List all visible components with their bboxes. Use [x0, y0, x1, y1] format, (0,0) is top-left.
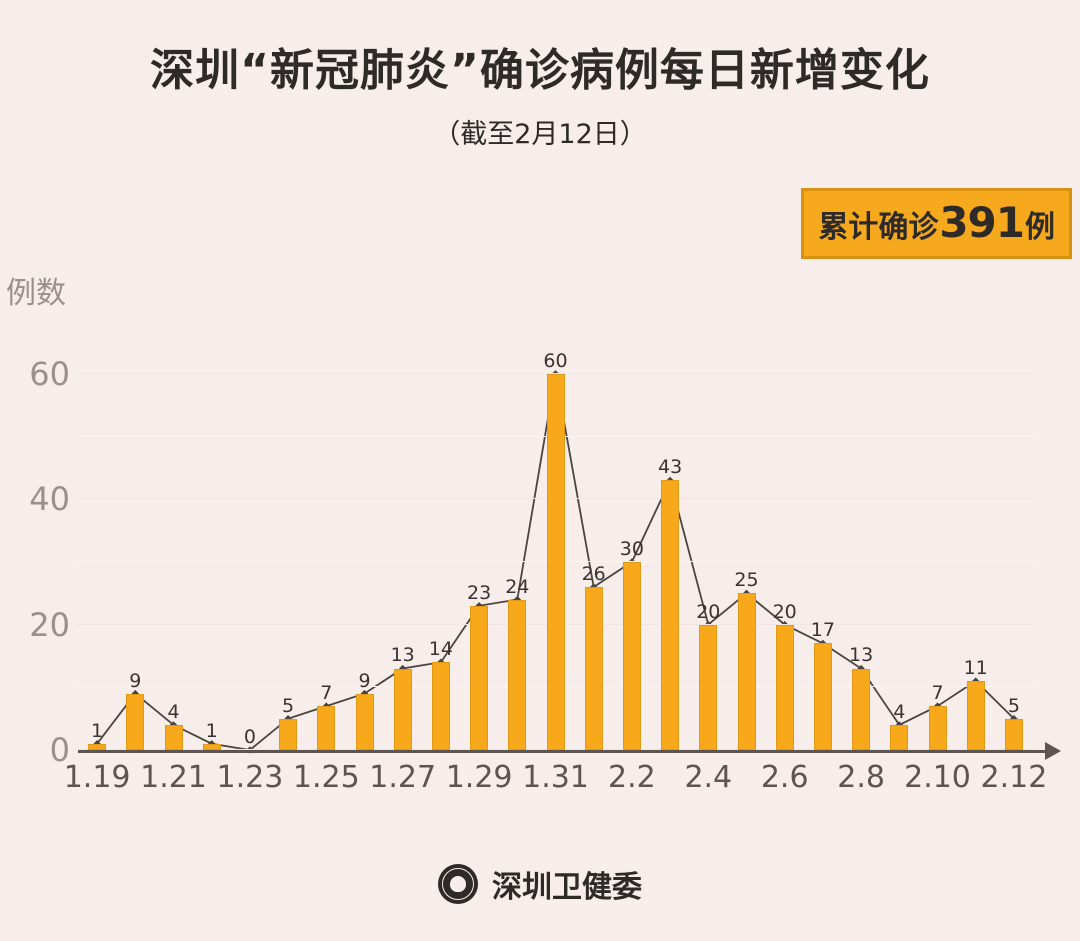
bar — [737, 593, 756, 750]
y-axis-tick-label: 40 — [29, 480, 70, 519]
x-axis-tick-label: 1.23 — [216, 760, 284, 795]
y-axis-tick-label: 60 — [29, 354, 70, 393]
bar — [546, 373, 565, 750]
bar-value-label: 17 — [810, 619, 835, 642]
bar — [317, 706, 336, 750]
bar — [699, 624, 718, 750]
footer-label: 深圳卫健委 — [492, 870, 642, 905]
cumulative-cases-badge: 累计确诊 391 例 — [801, 188, 1072, 259]
x-axis-tick-label: 2.12 — [980, 760, 1048, 795]
bar — [88, 743, 107, 750]
x-axis-tick-label: 1.31 — [522, 760, 589, 795]
x-axis-tick-label: 2.8 — [837, 760, 885, 795]
bar — [126, 693, 145, 750]
bar-value-label: 9 — [129, 669, 142, 692]
bar-value-label: 11 — [963, 657, 988, 680]
bar — [622, 561, 641, 750]
badge-number: 391 — [939, 198, 1025, 247]
x-axis-tick-label: 1.25 — [292, 760, 360, 795]
bar-value-label: 25 — [734, 569, 759, 592]
bar-value-label: 5 — [282, 694, 295, 717]
bar-value-label: 4 — [893, 700, 906, 723]
y-axis-ticks: 0 20 40 60 — [0, 354, 70, 769]
bar-value-label: 60 — [543, 349, 568, 372]
bar-value-label: 26 — [581, 562, 606, 585]
x-axis-arrow-icon — [1045, 742, 1061, 760]
x-axis-tick-label: 2.4 — [684, 760, 733, 795]
bar — [852, 668, 871, 750]
bar-value-label: 7 — [931, 682, 944, 705]
shenzhen-health-commission-logo-icon — [438, 864, 478, 904]
x-axis-tick-label: 2.2 — [608, 760, 656, 795]
bar — [813, 643, 832, 750]
bar-value-label: 7 — [320, 682, 333, 705]
x-axis-tick-label: 2.10 — [904, 760, 971, 795]
y-axis-tick-label: 20 — [29, 605, 70, 644]
bar — [164, 724, 183, 750]
bar — [890, 724, 909, 750]
bar-value-label: 13 — [849, 644, 874, 667]
bar — [355, 693, 374, 750]
bar-value-label: 1 — [91, 719, 104, 742]
bar-value-label: 4 — [167, 700, 180, 723]
badge-suffix-label: 例 — [1025, 210, 1055, 245]
page-title: 深圳“新冠肺炎”确诊病例每日新增变化 — [150, 45, 930, 96]
page-subtitle: （截至2月12日） — [433, 119, 647, 150]
bar — [279, 718, 298, 750]
bar-value-label: 23 — [467, 581, 492, 604]
bar — [431, 662, 450, 750]
plot-area: 1 9 4 1 0 5 7 9 13 14 23 24 60 26 30 43 20 25 20 17 13 4 7 11 5 — [78, 350, 1033, 754]
bar — [393, 668, 412, 750]
x-axis-tick-label: 1.29 — [445, 760, 513, 795]
bar-value-label: 5 — [1007, 694, 1020, 717]
x-axis-tick-label: 1.21 — [140, 760, 207, 795]
bar — [928, 706, 947, 750]
bar-value-label: 1 — [205, 719, 218, 742]
bar-value-label: 24 — [505, 575, 530, 598]
bar — [661, 480, 680, 750]
bar-value-label: 0 — [243, 726, 256, 748]
x-axis-line — [78, 750, 1053, 753]
bar-value-label: 13 — [390, 644, 415, 667]
bar-value-label: 20 — [772, 600, 797, 623]
bar-value-label: 9 — [358, 669, 371, 692]
y-axis-tick-label: 0 — [49, 731, 70, 769]
bar-value-label: 14 — [428, 638, 453, 661]
gridline — [78, 372, 1033, 374]
bar — [1004, 718, 1023, 750]
footer: 深圳卫健委 — [0, 862, 1080, 906]
x-axis-tick-label: 1.27 — [369, 760, 437, 795]
bar-value-label: 43 — [658, 456, 683, 479]
bar — [508, 599, 527, 750]
bar — [775, 624, 794, 750]
x-axis-tick-label: 2.6 — [760, 760, 809, 795]
bar-value-label: 20 — [696, 600, 721, 623]
bar-value-label: 30 — [619, 537, 644, 560]
badge-prefix-label: 累计确诊 — [818, 210, 939, 245]
y-axis-label: 例数 — [6, 276, 66, 311]
bar — [202, 743, 221, 750]
bar — [584, 586, 603, 750]
bar — [966, 681, 985, 750]
bar — [470, 605, 489, 750]
x-axis-tick-label: 1.19 — [63, 760, 131, 795]
